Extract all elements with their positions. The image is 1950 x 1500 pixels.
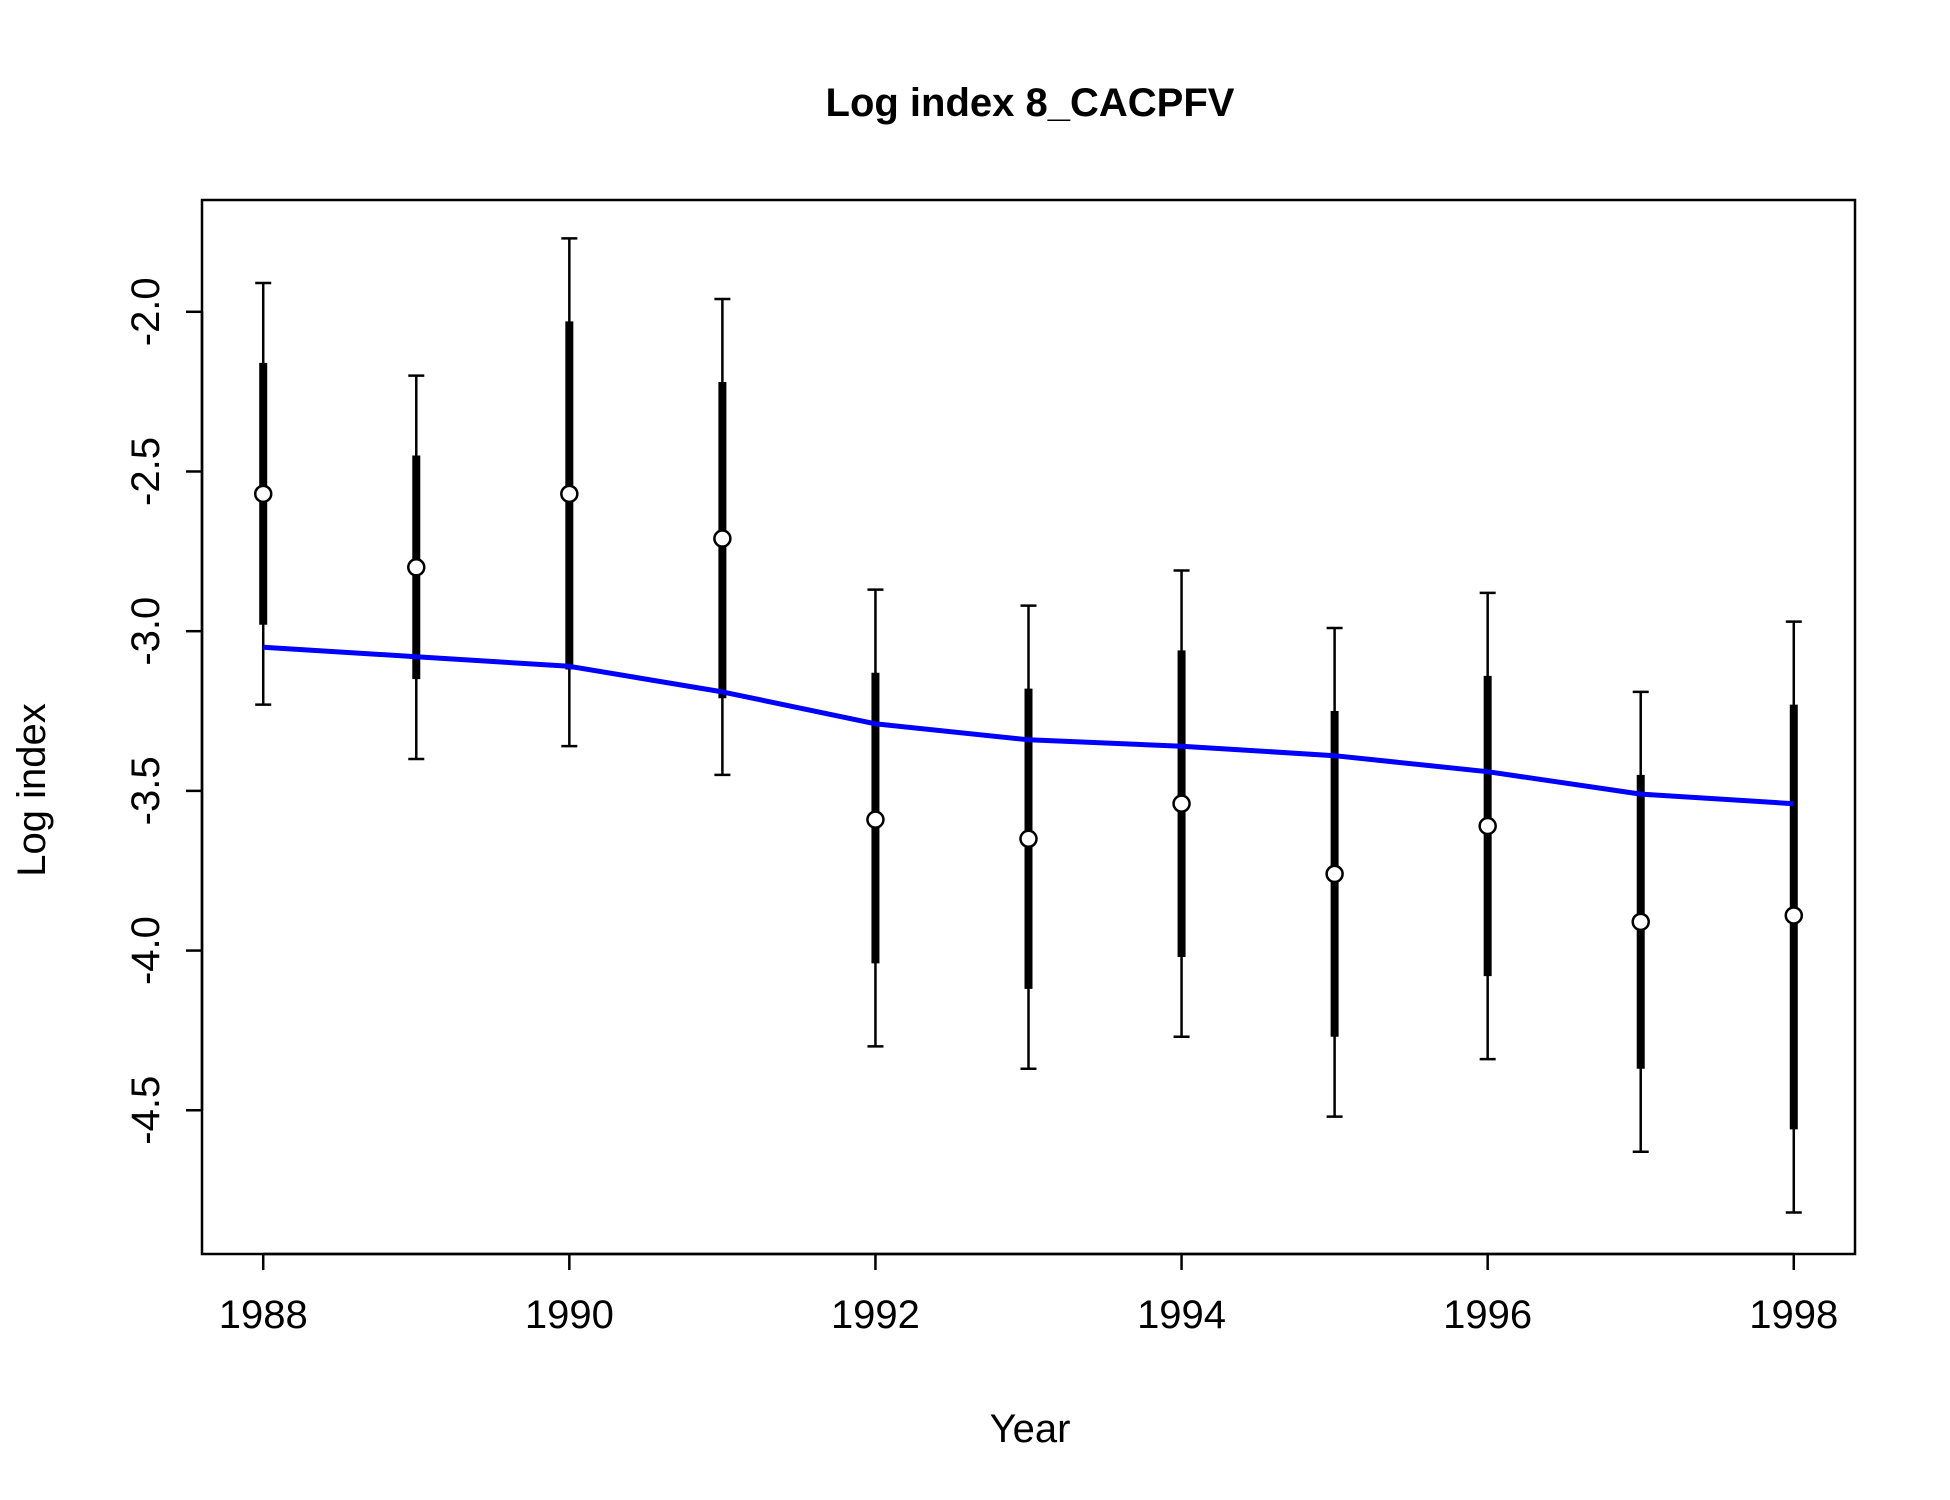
observed-point (1019, 829, 1038, 849)
observed-point (713, 529, 732, 548)
y-tick-label: -2.0 (124, 277, 168, 346)
y-tick-label: -3.0 (124, 597, 168, 666)
x-tick-label: 1998 (1749, 1293, 1838, 1337)
observed-point (1325, 864, 1344, 884)
observed-point (253, 484, 273, 504)
y-tick-label: -4.0 (124, 916, 168, 985)
observed-point (560, 484, 579, 504)
x-axis-label: Year (990, 1407, 1071, 1451)
x-tick-label: 1992 (831, 1293, 920, 1337)
observed-point (866, 810, 885, 829)
x-tick-label: 1988 (219, 1293, 308, 1337)
y-tick-label: -3.5 (124, 756, 168, 825)
observed-point (1172, 794, 1191, 813)
observed-point (1631, 912, 1650, 932)
x-tick-label: 1990 (525, 1293, 614, 1337)
observed-point (1478, 816, 1497, 836)
observed-point (407, 558, 426, 577)
y-tick-label: -4.5 (124, 1076, 168, 1145)
observed-point (1784, 906, 1804, 925)
y-axis-label: Log index (10, 703, 54, 876)
observed-points (253, 484, 1804, 932)
x-axis: 1988 1990 1992 1994 1996 1998 (219, 1252, 1838, 1337)
fitted-line-layer (263, 644, 1794, 807)
fitted-line (263, 644, 1794, 807)
y-tick-label: -2.5 (124, 437, 168, 506)
x-tick-label: 1996 (1443, 1293, 1532, 1337)
x-tick-label: 1994 (1137, 1293, 1226, 1337)
chart-title: Log index 8_CACPFV (826, 81, 1235, 125)
y-axis: -2.0 -2.5 -3.0 -3.5 -4.0 -4.5 (124, 277, 204, 1145)
